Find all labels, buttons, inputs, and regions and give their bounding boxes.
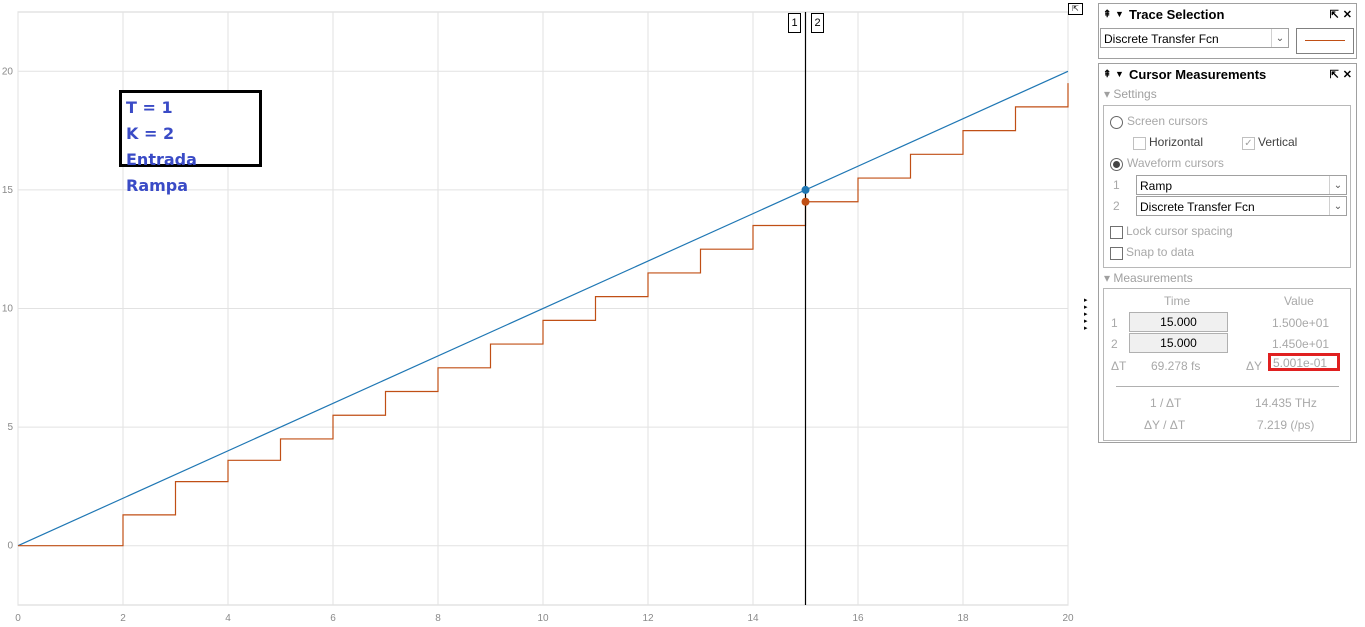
close-icon[interactable]: ✕	[1342, 68, 1352, 81]
cursor-1-number: 1	[1113, 178, 1120, 192]
x-tick-label: 16	[852, 613, 864, 624]
cursor-2-value: 1.450e+01	[1272, 337, 1330, 351]
collapse-triangle-icon[interactable]: ▼	[1115, 69, 1124, 79]
annotation-line-t: T = 1	[126, 98, 173, 117]
x-tick-label: 10	[537, 613, 549, 624]
cursor-2-signal-select[interactable]: Discrete Transfer Fcn ⌄	[1136, 196, 1347, 216]
cursor-1-signal-select[interactable]: Ramp ⌄	[1136, 175, 1347, 195]
undock-icon[interactable]: ⇞	[1103, 8, 1112, 20]
measurements-section-toggle[interactable]: ▾ Measurements	[1104, 271, 1193, 285]
screen-cursors-label: Screen cursors	[1127, 114, 1208, 128]
pin-icon[interactable]: ⇱	[1329, 68, 1339, 81]
vertical-checkbox[interactable]: ✓	[1242, 137, 1255, 150]
delta-t-value: 69.278 fs	[1151, 359, 1201, 373]
y-tick-label: 10	[2, 304, 14, 315]
chevron-down-icon[interactable]: ⌄	[1329, 176, 1346, 194]
cursor-measurements-title: Cursor Measurements	[1129, 66, 1267, 82]
vertical-label: Vertical	[1258, 135, 1298, 149]
cursor-2-number: 2	[1113, 199, 1120, 213]
x-tick-label: 8	[435, 613, 441, 624]
collapse-triangle-icon: ▾	[1104, 271, 1114, 285]
value-column-header: Value	[1284, 294, 1314, 308]
settings-section-toggle[interactable]: ▾ Settings	[1104, 87, 1157, 101]
collapse-triangle-icon: ▾	[1104, 87, 1114, 101]
trace-select-value: Discrete Transfer Fcn	[1104, 32, 1219, 46]
time-column-header: Time	[1164, 294, 1191, 308]
snap-to-data-label: Snap to data	[1126, 245, 1195, 259]
x-tick-label: 6	[330, 613, 336, 624]
trace-color-swatch[interactable]	[1296, 28, 1354, 54]
undock-icon[interactable]: ⇞	[1103, 68, 1112, 80]
close-icon[interactable]: ✕	[1342, 8, 1352, 21]
x-tick-label: 2	[120, 613, 126, 624]
x-tick-label: 12	[642, 613, 654, 624]
screen-cursors-radio[interactable]	[1110, 116, 1123, 129]
cursor-1-value: 1.500e+01	[1272, 316, 1330, 330]
delta-y-value: 5.001e-01	[1273, 356, 1328, 370]
y-tick-label: 20	[2, 66, 14, 77]
trace-selection-title: Trace Selection	[1129, 6, 1225, 22]
cursor-1-marker	[801, 185, 810, 194]
collapse-triangle-icon[interactable]: ▼	[1115, 9, 1124, 19]
collapse-arrows[interactable]: ▸ ▸ ▸ ▸ ▸	[1084, 297, 1088, 332]
settings-box: Screen cursors Horizontal ✓ Vertical Wav…	[1103, 105, 1351, 268]
chevron-down-icon[interactable]: ⌄	[1271, 29, 1288, 47]
cursor-2-marker	[801, 197, 810, 206]
settings-label: Settings	[1113, 87, 1157, 101]
annotation-line-input: Entrada Rampa	[126, 150, 197, 195]
cursor-1-signal-value: Ramp	[1140, 179, 1173, 193]
cursor-1-time-input[interactable]: 15.000	[1129, 312, 1228, 332]
dock-toggle-icon[interactable]: ⇱	[1068, 3, 1083, 15]
delta-y-highlight-box: 5.001e-01	[1268, 353, 1340, 371]
inverse-delta-t-label: 1 / ΔT	[1150, 396, 1182, 410]
cursor-2-time-input[interactable]: 15.000	[1129, 333, 1228, 353]
horizontal-checkbox[interactable]	[1133, 137, 1146, 150]
y-tick-label: 5	[7, 422, 13, 433]
row-1-number: 1	[1111, 316, 1118, 330]
slope-value: 7.219 (/ps)	[1257, 418, 1315, 432]
inverse-delta-t-value: 14.435 THz	[1255, 396, 1317, 410]
x-tick-label: 4	[225, 613, 231, 624]
waveform-cursors-label: Waveform cursors	[1127, 156, 1224, 170]
lock-cursor-spacing-label: Lock cursor spacing	[1126, 224, 1233, 238]
snap-to-data-checkbox[interactable]	[1110, 247, 1123, 260]
trace-selection-panel: ⇞ ▼ Trace Selection ⇱ ✕ Discrete Transfer…	[1098, 3, 1357, 59]
delta-y-label: ΔY	[1246, 359, 1263, 373]
cursor-2-tag[interactable]: 2	[811, 13, 824, 33]
cursor-measurements-panel: ⇞ ▼ Cursor Measurements ⇱ ✕ ▾ Settings Sc…	[1098, 63, 1357, 443]
cursor-2-signal-value: Discrete Transfer Fcn	[1140, 200, 1255, 214]
waveform-cursors-radio[interactable]	[1110, 158, 1123, 171]
trace-color-line	[1305, 40, 1345, 41]
slope-label: ΔY / ΔT	[1144, 418, 1186, 432]
x-tick-label: 18	[957, 613, 969, 624]
cursor-1-tag[interactable]: 1	[788, 13, 801, 33]
discrete-transfer-fcn-series-line	[18, 83, 1069, 547]
horizontal-label: Horizontal	[1149, 135, 1204, 149]
x-tick-label: 14	[747, 613, 759, 624]
y-tick-label: 0	[7, 541, 13, 552]
delta-t-label: ΔT	[1111, 359, 1127, 373]
pin-icon[interactable]: ⇱	[1329, 8, 1339, 21]
annotation-line-k: K = 2	[126, 124, 175, 143]
trace-select[interactable]: Discrete Transfer Fcn ⌄	[1100, 28, 1289, 48]
y-tick-label: 15	[2, 185, 14, 196]
annotation-box: T = 1 K = 2 Entrada Rampa	[119, 90, 262, 195]
x-tick-label: 0	[15, 613, 21, 624]
lock-cursor-spacing-checkbox[interactable]	[1110, 226, 1123, 239]
ramp-series-line	[17, 70, 1069, 547]
row-2-number: 2	[1111, 337, 1118, 351]
divider	[1116, 386, 1339, 387]
measurements-box: Time Value 1 15.000 1.500e+01 2 15.000 1…	[1103, 288, 1351, 441]
measurements-label: Measurements	[1113, 271, 1193, 285]
x-tick-label: 20	[1062, 613, 1074, 624]
chevron-down-icon[interactable]: ⌄	[1329, 197, 1346, 215]
